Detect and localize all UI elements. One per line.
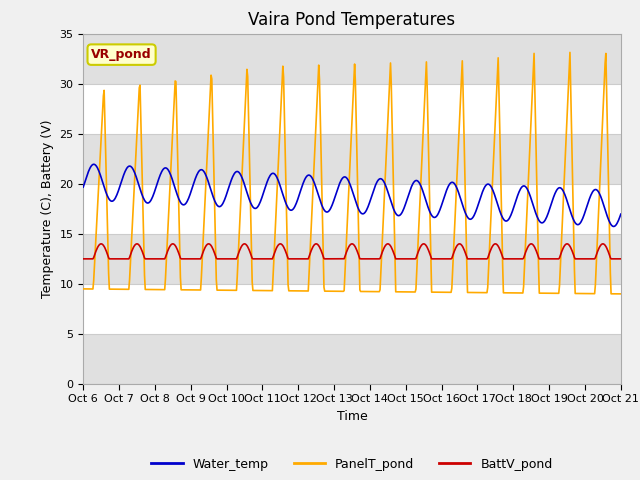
Title: Vaira Pond Temperatures: Vaira Pond Temperatures xyxy=(248,11,456,29)
Bar xyxy=(83,284,621,334)
Bar xyxy=(83,184,621,234)
X-axis label: Time: Time xyxy=(337,410,367,423)
Bar xyxy=(83,34,621,84)
Bar xyxy=(83,84,621,134)
Text: VR_pond: VR_pond xyxy=(92,48,152,61)
Legend: Water_temp, PanelT_pond, BattV_pond: Water_temp, PanelT_pond, BattV_pond xyxy=(147,453,557,476)
Bar xyxy=(83,234,621,284)
Bar xyxy=(83,334,621,384)
Y-axis label: Temperature (C), Battery (V): Temperature (C), Battery (V) xyxy=(41,120,54,298)
Bar xyxy=(83,134,621,184)
